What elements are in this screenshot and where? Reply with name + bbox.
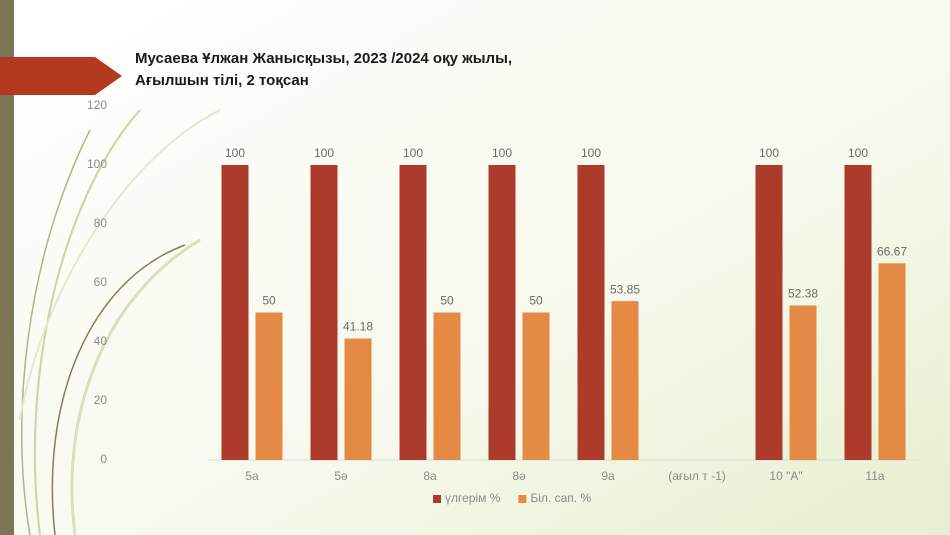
data-label: 52.38 xyxy=(788,287,818,301)
side-stripe xyxy=(0,0,14,535)
x-tick-label: 8a xyxy=(423,469,437,483)
bar xyxy=(488,165,516,460)
data-label: 50 xyxy=(529,294,543,308)
x-tick-label: 8ә xyxy=(512,469,526,483)
x-tick-label: 5ә xyxy=(334,469,348,483)
y-tick-label: 80 xyxy=(94,216,108,230)
y-tick-label: 100 xyxy=(87,157,107,171)
bar xyxy=(755,165,783,460)
data-label: 66.67 xyxy=(877,244,907,258)
data-label: 100 xyxy=(403,146,423,160)
y-tick-label: 20 xyxy=(94,393,108,407)
bar xyxy=(399,165,427,460)
bar xyxy=(844,165,872,460)
y-tick-label: 60 xyxy=(94,275,108,289)
x-tick-label: 9a xyxy=(601,469,615,483)
bar xyxy=(344,338,372,460)
bar xyxy=(310,165,338,460)
bar xyxy=(789,305,817,460)
data-label: 50 xyxy=(440,294,454,308)
bar xyxy=(878,263,906,460)
x-tick-label: 10 "А" xyxy=(769,469,802,483)
y-tick-label: 0 xyxy=(100,452,107,466)
data-label: 100 xyxy=(581,146,601,160)
data-label: 53.85 xyxy=(610,282,640,296)
y-tick-label: 40 xyxy=(94,334,108,348)
data-label: 50 xyxy=(262,294,276,308)
decoration xyxy=(19,109,221,535)
x-tick-label: 5a xyxy=(245,469,259,483)
chart-title: Ағылшын тілі, 2 тоқсан xyxy=(135,72,309,89)
bar xyxy=(221,165,249,460)
bar xyxy=(577,165,605,460)
legend-label: үлгерім % xyxy=(445,491,501,505)
chart-title: Мусаева Ұлжан Жанысқызы, 2023 /2024 оқу … xyxy=(135,50,512,67)
legend-label: Біл. сап. % xyxy=(530,491,591,505)
data-label: 100 xyxy=(314,146,334,160)
data-label: 41.18 xyxy=(343,320,373,334)
data-label: 100 xyxy=(848,146,868,160)
bar xyxy=(611,301,639,460)
y-tick-label: 120 xyxy=(87,98,107,112)
x-tick-label: (ағыл т -1) xyxy=(668,469,726,483)
bar xyxy=(433,312,461,460)
title-banner xyxy=(0,57,122,95)
bar xyxy=(255,312,283,460)
x-tick-label: 11a xyxy=(865,469,884,483)
bar xyxy=(522,312,550,460)
legend-swatch xyxy=(433,495,441,503)
data-label: 100 xyxy=(492,146,512,160)
data-label: 100 xyxy=(225,146,245,160)
data-label: 100 xyxy=(759,146,779,160)
legend-swatch xyxy=(518,495,527,503)
